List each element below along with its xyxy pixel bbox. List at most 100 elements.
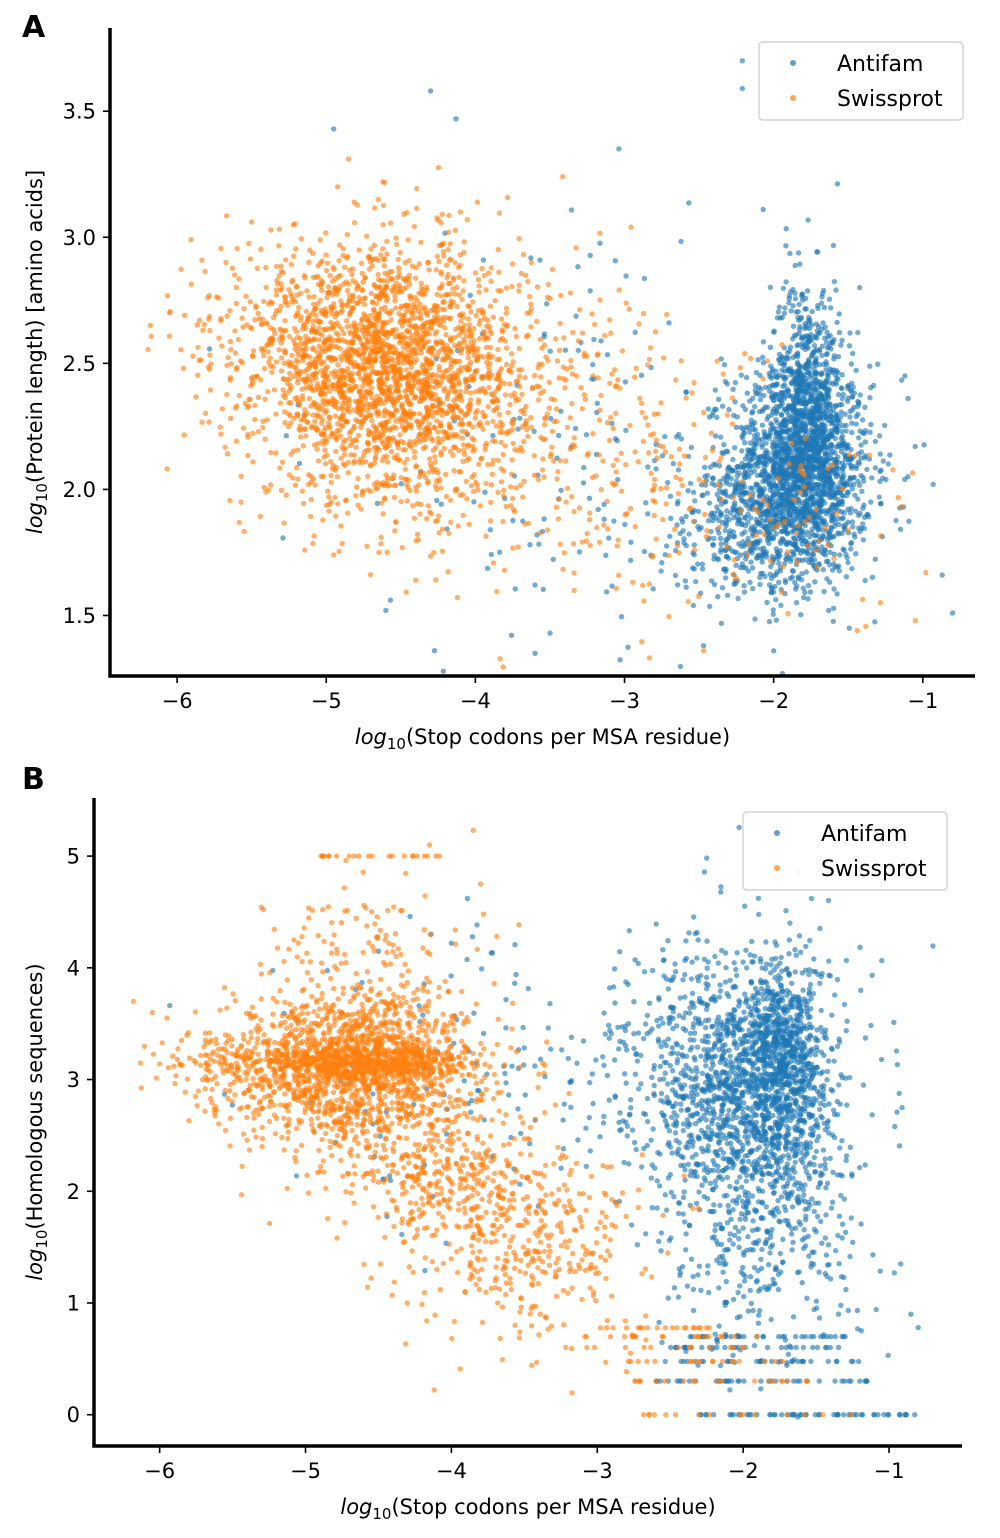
panel-a-point-swissprot <box>426 469 432 475</box>
panel-a-point-antifam <box>733 562 739 568</box>
panel-a-point-swissprot <box>452 444 458 450</box>
panel-a-point-swissprot <box>441 445 447 451</box>
panel-a-point-antifam <box>799 541 805 547</box>
panel-a-points <box>145 58 956 677</box>
panel-a-point-swissprot <box>432 483 439 489</box>
panel-a-point-swissprot <box>309 423 315 429</box>
panel-a-point-swissprot <box>227 497 233 504</box>
panel-a-point-swissprot <box>380 511 386 517</box>
panel-a-point-antifam <box>862 577 868 584</box>
panel-a-point-antifam <box>878 467 884 473</box>
panel-a-point-swissprot <box>325 488 331 494</box>
panel-a-point-swissprot <box>328 499 334 505</box>
panel-a-point-antifam <box>776 501 783 508</box>
panel-a-point-swissprot <box>365 365 371 371</box>
panel-a-point-swissprot <box>470 424 476 430</box>
panel-a-point-swissprot <box>360 279 366 285</box>
panel-a-point-antifam <box>815 305 821 312</box>
panel-a-point-swissprot <box>404 209 410 216</box>
panel-a-point-swissprot <box>396 457 402 463</box>
panel-a-point-swissprot <box>315 440 321 447</box>
panel-a-point-swissprot <box>520 251 527 258</box>
panel-a-point-antifam <box>471 499 477 505</box>
panel-a-point-swissprot <box>402 466 409 472</box>
panel-a-point-swissprot <box>439 526 446 532</box>
panel-a-point-antifam <box>774 374 780 380</box>
panel-a-point-antifam <box>835 443 841 449</box>
panel-a-point-swissprot <box>425 338 431 345</box>
panel-a-point-swissprot <box>464 431 471 437</box>
panel-a-point-antifam <box>758 546 764 552</box>
panel-a-point-swissprot <box>394 360 401 366</box>
panel-a-point-swissprot <box>402 418 408 424</box>
panel-a-point-swissprot <box>451 468 457 474</box>
panel-a-point-swissprot <box>342 445 349 452</box>
panel-a-point-antifam <box>949 610 956 616</box>
panel-a-point-swissprot <box>384 549 390 555</box>
panel-a-point-antifam <box>586 495 593 501</box>
panel-a-point-antifam <box>490 433 496 439</box>
panel-a-point-swissprot <box>398 338 404 344</box>
panel-a-point-swissprot <box>325 284 332 290</box>
panel-a-point-antifam <box>763 448 769 454</box>
panel-a-point-swissprot <box>394 382 400 388</box>
panel-a-point-swissprot <box>427 324 434 330</box>
panel-a-point-swissprot <box>372 350 378 357</box>
panel-a-point-swissprot <box>457 408 464 414</box>
panel-a-point-swissprot <box>310 377 316 383</box>
panel-a-point-antifam <box>791 333 797 339</box>
panel-a-point-swissprot <box>388 276 395 282</box>
panel-a-point-swissprot <box>339 413 346 419</box>
panel-a-point-antifam <box>849 463 855 469</box>
panel-a-point-swissprot <box>318 473 324 480</box>
panel-a-point-antifam <box>716 396 722 402</box>
panel-a-point-swissprot <box>345 281 352 287</box>
panel-a-point-swissprot <box>497 429 503 435</box>
panel-a-point-swissprot <box>443 292 449 298</box>
panel-a-point-antifam <box>683 584 689 590</box>
panel-a-point-antifam <box>747 398 753 404</box>
panel-a-point-swissprot <box>480 309 486 316</box>
panel-a-point-antifam <box>778 602 784 608</box>
panel-a-point-antifam <box>741 589 748 595</box>
panel-a-point-swissprot <box>510 261 516 267</box>
panel-a-point-swissprot <box>311 533 317 539</box>
panel-a-point-swissprot <box>489 471 496 477</box>
panel-a-point-antifam <box>800 297 806 303</box>
panel-a-point-swissprot <box>322 447 328 453</box>
panel-a-point-swissprot <box>404 374 410 381</box>
panel-a-point-swissprot <box>463 411 469 417</box>
panel-a-point-antifam <box>632 329 638 335</box>
panel-a-point-antifam <box>857 392 863 398</box>
panel-a-point-swissprot <box>241 306 247 312</box>
panel-a-point-swissprot <box>353 492 359 499</box>
panel-a-point-antifam <box>753 499 759 505</box>
panel-a-point-swissprot <box>268 227 274 233</box>
panel-a-point-swissprot <box>420 445 426 451</box>
panel-a-point-antifam <box>813 358 819 365</box>
panel-a-point-antifam <box>794 429 800 436</box>
panel-a-point-swissprot <box>331 398 338 404</box>
panel-a-point-antifam <box>831 533 837 539</box>
panel-a-point-antifam <box>770 366 776 373</box>
panel-a-point-swissprot <box>509 420 515 426</box>
panel-a-point-antifam <box>804 288 811 294</box>
panel-a-point-antifam <box>812 421 818 427</box>
panel-a-point-antifam <box>830 605 837 611</box>
panel-a-point-antifam <box>849 565 855 572</box>
panel-a-point-antifam <box>838 342 844 348</box>
panel-a-point-swissprot <box>393 388 400 394</box>
panel-a-point-swissprot <box>455 376 461 382</box>
panel-a-point-antifam <box>467 292 473 298</box>
panel-a-point-swissprot <box>525 278 531 285</box>
panel-a-point-antifam <box>860 537 866 543</box>
panel-a-point-antifam <box>742 484 748 490</box>
panel-a-point-swissprot <box>232 272 238 278</box>
panel-a-point-antifam <box>778 540 784 547</box>
panel-a-point-swissprot <box>343 419 350 425</box>
panel-a-point-antifam <box>831 278 837 285</box>
panel-a-point-swissprot <box>188 237 194 243</box>
panel-a-point-swissprot <box>516 345 522 352</box>
panel-a-point-swissprot <box>498 439 504 446</box>
panel-a-point-antifam <box>688 444 695 451</box>
